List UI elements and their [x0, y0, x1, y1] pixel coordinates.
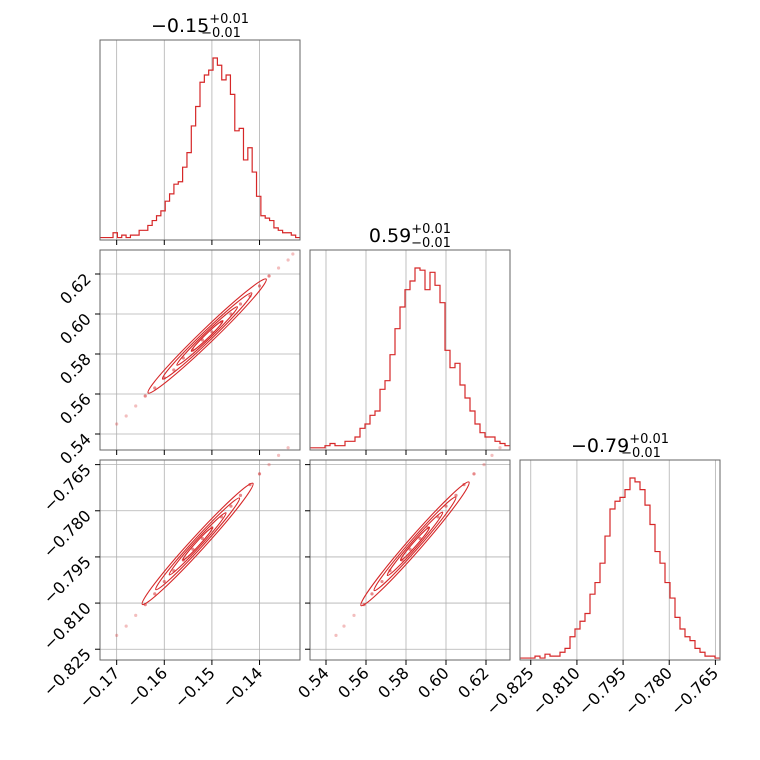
scatter-1-point-16	[267, 463, 271, 467]
scatter-0-frame	[99, 249, 301, 451]
scatter-0-point-1	[124, 414, 128, 418]
hist-0-title-plus: +0.01	[209, 12, 249, 27]
scatter-0-point-16	[267, 274, 271, 278]
hist-0-frame	[99, 39, 301, 241]
scatter-2-point-5	[380, 579, 384, 584]
hist-2-title-plus: +0.01	[629, 432, 669, 447]
hist-1-title-plus: +0.01	[411, 222, 451, 237]
scatter-2-point-0	[334, 633, 338, 637]
scatter-panel-0-2: −0.17 −0.16 −0.15 −0.14−0.825−0.810−0.795−0…	[40, 446, 301, 711]
scatter-2-point-4	[370, 592, 374, 596]
scatter-1-ytick-label-3: −0.780	[40, 506, 95, 561]
hist-2-xtick-label-4: −0.765	[667, 663, 722, 718]
scatter-2-contour-0	[360, 481, 470, 607]
scatter-panel-1-2: 0.54 0.56 0.58 0.60 0.62	[294, 446, 511, 702]
scatter-2-frame	[309, 459, 511, 661]
scatter-0-point-0	[115, 422, 119, 426]
hist-panel-0: −0.15+0.01−0.01	[99, 12, 301, 245]
hist-2-xtick-label-2: −0.795	[575, 663, 630, 718]
scatter-2-point-17	[490, 453, 494, 457]
scatter-2-xtick-label-3: 0.60	[414, 663, 453, 702]
hist-2-title-value: −0.79	[571, 435, 629, 457]
scatter-1-point-13	[238, 493, 243, 497]
scatter-1-point-17	[276, 453, 281, 457]
scatter-1-ytick-label-1: −0.810	[40, 598, 95, 653]
scatter-0-contour-3	[190, 320, 224, 352]
scatter-0-contour-1	[161, 292, 253, 380]
scatter-0-ytick-label-0: 0.54	[56, 429, 95, 468]
scatter-0-point-6	[172, 368, 176, 372]
hist-2-xtick-label-1: −0.810	[528, 663, 583, 718]
scatter-2-xtick-label-2: 0.58	[374, 663, 413, 702]
scatter-panel-0-1: 0.540.560.580.600.62	[56, 249, 301, 468]
scatter-1-point-9	[200, 536, 204, 541]
scatter-0-ytick-label-1: 0.56	[56, 389, 95, 428]
scatter-2-contour-3	[399, 526, 431, 562]
hist-2-xtick-label-3: −0.780	[621, 663, 676, 718]
scatter-0-point-3	[143, 394, 147, 398]
hist-0-title: −0.15+0.01	[151, 12, 249, 37]
scatter-0-point-18	[286, 258, 290, 262]
scatter-0-contour-2	[176, 306, 239, 366]
scatter-1-point-5	[162, 579, 166, 584]
hist-panel-2: −0.825−0.810−0.795−0.780−0.765 −0.79+0.01…	[482, 432, 722, 719]
scatter-1-point-8	[191, 547, 195, 551]
scatter-1-contour-1	[155, 497, 241, 591]
scatter-2-xtick-label-1: 0.56	[334, 663, 373, 702]
scatter-2-xtick-label-0: 0.54	[294, 663, 333, 702]
hist-2-frame	[519, 459, 721, 661]
scatter-0-ytick-label-2: 0.58	[56, 349, 95, 388]
hist-1-title-minus: −0.01	[411, 236, 451, 251]
scatter-1-contour-3	[182, 526, 214, 561]
scatter-1-xtick-label-3: −0.14	[218, 663, 266, 711]
scatter-1-frame	[99, 459, 301, 661]
scatter-0-point-15	[257, 284, 262, 288]
hist-0-title-value: −0.15	[151, 15, 209, 37]
scatter-2-xtick-label-4: 0.62	[454, 663, 493, 702]
scatter-1-contour-0	[141, 482, 254, 606]
scatter-1-xtick-label-0: −0.17	[75, 663, 123, 711]
scatter-0-point-17	[276, 266, 281, 270]
hist-1-title-value: 0.59	[369, 225, 411, 247]
scatter-2-contour-1	[373, 496, 457, 592]
scatter-1-point-1	[124, 624, 128, 628]
hist-panel-1: 0.59+0.01−0.01	[309, 222, 511, 455]
scatter-2-point-2	[352, 613, 356, 617]
scatter-1-xtick-label-1: −0.16	[123, 663, 171, 711]
scatter-2-contour-2	[386, 511, 444, 577]
scatter-0-point-2	[134, 404, 138, 408]
scatter-1-point-4	[153, 592, 157, 596]
hist-0-title-minus: −0.01	[201, 26, 241, 41]
hist-2-title-minus: −0.01	[621, 446, 661, 461]
scatter-0-contour-0	[147, 278, 267, 394]
scatter-2-point-18	[498, 446, 502, 450]
hist-1-steps	[310, 267, 510, 449]
scatter-1-point-0	[115, 633, 119, 637]
hist-2-steps	[520, 477, 720, 659]
scatter-1-contour-2	[168, 512, 227, 576]
scatter-0-ytick-label-4: 0.62	[56, 269, 95, 308]
scatter-1-ytick-label-2: −0.795	[40, 552, 95, 607]
scatter-1-xtick-label-2: −0.15	[171, 663, 219, 711]
hist-1-title: 0.59+0.01	[369, 222, 451, 247]
scatter-1-point-12	[229, 504, 233, 508]
scatter-2-point-15	[472, 472, 476, 476]
scatter-1-point-18	[286, 446, 290, 450]
scatter-2-point-1	[342, 624, 346, 628]
scatter-0-point-13	[238, 302, 243, 306]
scatter-0-point-4	[153, 386, 157, 390]
hist-1-frame	[309, 249, 511, 451]
scatter-1-ytick-label-4: −0.765	[40, 460, 95, 515]
scatter-0-point-19	[291, 252, 295, 256]
scatter-0-ytick-label-3: 0.60	[56, 309, 95, 348]
scatter-1-point-2	[134, 613, 138, 617]
hist-0-steps	[100, 57, 300, 239]
scatter-1-point-15	[257, 472, 262, 476]
hist-2-xtick-label-0: −0.825	[482, 663, 537, 718]
scatter-2-point-13	[454, 493, 458, 497]
scatter-2-point-16	[482, 463, 486, 467]
hist-2-title: −0.79+0.01	[571, 432, 669, 457]
